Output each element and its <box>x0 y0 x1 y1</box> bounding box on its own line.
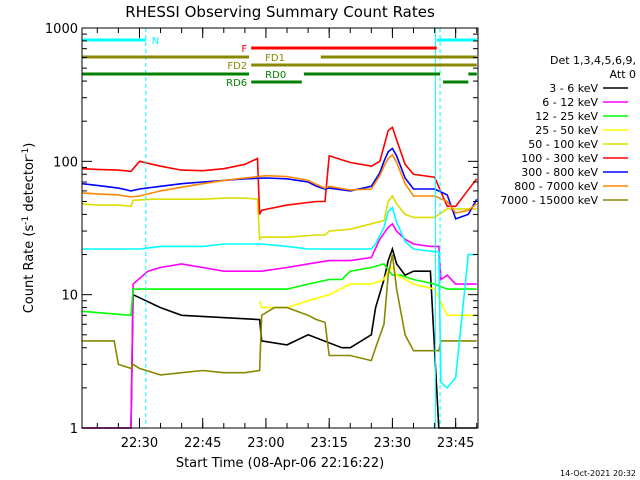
y-tick-label: 1 <box>70 422 78 437</box>
series-line-7 <box>82 153 478 214</box>
x-tick-label: 23:15 <box>310 436 347 451</box>
legend-header-1: Det 1,3,4,5,6,9, <box>550 54 636 67</box>
x-tick-label: 23:45 <box>437 436 474 451</box>
series-line-6 <box>82 147 478 220</box>
legend-header-2: Att 0 <box>610 68 636 81</box>
x-tick-label: 23:30 <box>374 436 411 451</box>
x-axis-label: Start Time (08-Apr-06 22:16:22) <box>176 456 384 471</box>
x-tick-label: 22:45 <box>184 436 221 451</box>
legend-label: 7000 - 15000 keV <box>500 194 598 207</box>
y-axis-label-main: Count Rate (s <box>22 225 37 314</box>
series-line-2 <box>82 262 477 317</box>
legend-label: 50 - 100 keV <box>528 138 598 151</box>
y-axis-label-mid: detector <box>22 156 37 216</box>
plot-frame <box>81 27 479 429</box>
y-tick-label: 100 <box>53 155 78 170</box>
state-label-fd2: FD2 <box>227 61 247 72</box>
series-line-0 <box>82 246 477 429</box>
plot-area: N F FD1 FD2 RD0 RD6 1 10 100 1000 22:30 22:45 23:00 2… <box>45 22 479 451</box>
legend-label: 12 - 25 keV <box>535 110 598 123</box>
state-label-n: N <box>152 36 159 47</box>
y-tick-label: 1000 <box>45 22 78 37</box>
state-label-fd1: FD1 <box>265 53 285 64</box>
x-tick-label: 23:00 <box>247 436 284 451</box>
legend-label: 25 - 50 keV <box>535 124 598 137</box>
y-axis-label-sup2: -1 <box>21 148 31 157</box>
series-line-5 <box>82 125 478 215</box>
legend-label: 300 - 800 keV <box>521 166 598 179</box>
series-line-3 <box>258 266 477 317</box>
legend-label: 6 - 12 keV <box>542 96 598 109</box>
legend-label: 100 - 300 keV <box>521 152 598 165</box>
x-tick-label: 22:30 <box>121 436 158 451</box>
y-axis-label-close: ) <box>22 143 37 148</box>
state-label-rd6: RD6 <box>226 78 247 89</box>
chart-title: RHESSI Observing Summary Count Rates <box>125 3 435 21</box>
legend-label: 3 - 6 keV <box>549 82 598 95</box>
state-label-f: F <box>241 44 247 55</box>
y-tick-label: 10 <box>61 289 78 304</box>
series-line-4 <box>82 194 477 242</box>
state-label-rd0: RD0 <box>265 70 286 81</box>
legend-label: 800 - 7000 keV <box>514 180 598 193</box>
y-axis-label-sup: -1 <box>21 216 31 225</box>
series-line-1 <box>82 222 477 429</box>
series-line-9 <box>82 206 477 390</box>
timestamp: 14-Oct-2021 20:32 <box>560 469 636 478</box>
y-axis-label: Count Rate (s-1 detector-1) <box>21 143 37 314</box>
series-line-8 <box>82 254 477 376</box>
